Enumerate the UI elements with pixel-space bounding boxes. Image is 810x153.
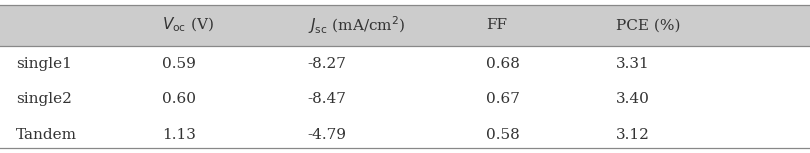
Text: 0.59: 0.59 [162,57,196,71]
Text: 3.12: 3.12 [616,128,650,142]
Text: 3.31: 3.31 [616,57,650,71]
Text: -8.47: -8.47 [308,92,347,106]
Text: $J_{\rm sc}$ (mA/cm$^2$): $J_{\rm sc}$ (mA/cm$^2$) [308,14,405,36]
Text: -4.79: -4.79 [308,128,347,142]
Text: PCE (%): PCE (%) [616,18,680,32]
Text: single1: single1 [16,57,72,71]
Bar [0,5,810,46]
Text: 0.67: 0.67 [486,92,520,106]
Text: Tandem: Tandem [16,128,77,142]
Text: $V_{\rm oc}$ (V): $V_{\rm oc}$ (V) [162,16,214,34]
Text: 1.13: 1.13 [162,128,196,142]
Text: FF: FF [486,18,507,32]
Text: 0.58: 0.58 [486,128,520,142]
Text: -8.27: -8.27 [308,57,347,71]
Text: single2: single2 [16,92,72,106]
Text: 0.60: 0.60 [162,92,196,106]
Text: 3.40: 3.40 [616,92,650,106]
Text: 0.68: 0.68 [486,57,520,71]
